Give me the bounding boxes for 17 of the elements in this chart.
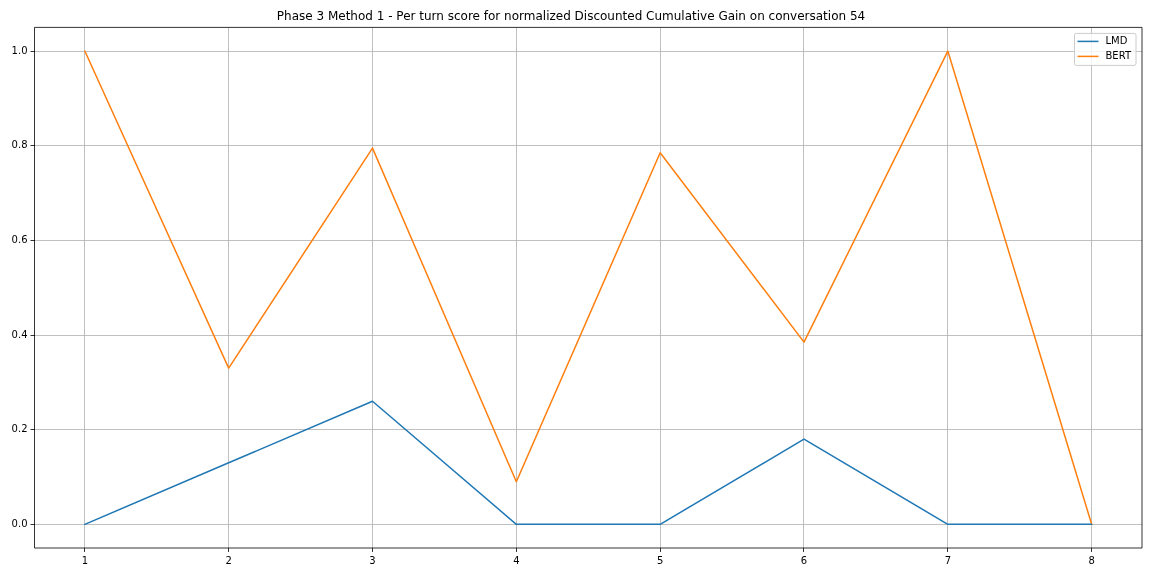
x-tick-label: 1 (81, 554, 89, 566)
y-tick-label: 0.0 (11, 517, 28, 529)
x-tick-label: 7 (944, 554, 952, 566)
chart-title: Phase 3 Method 1 - Per turn score for normalized Discounted Cumulative Gain on conversation 54 (276, 9, 866, 24)
y-tick-label: 0.4 (11, 328, 28, 340)
x-tick-label: 6 (800, 554, 808, 566)
y-tick-label: 0.6 (11, 233, 28, 245)
x-tick-label: 3 (369, 554, 376, 566)
legend-label: BERT (1105, 49, 1132, 61)
y-tick-label: 0.8 (11, 139, 28, 151)
x-tick-label: 5 (656, 554, 664, 566)
x-tick-label: 8 (1088, 554, 1095, 566)
x-tick-label: 4 (513, 554, 520, 566)
legend-label: LMD (1105, 34, 1128, 46)
y-tick-label: 0.2 (11, 423, 28, 435)
y-tick-label: 1.0 (11, 44, 28, 56)
x-tick-label: 2 (225, 554, 232, 566)
